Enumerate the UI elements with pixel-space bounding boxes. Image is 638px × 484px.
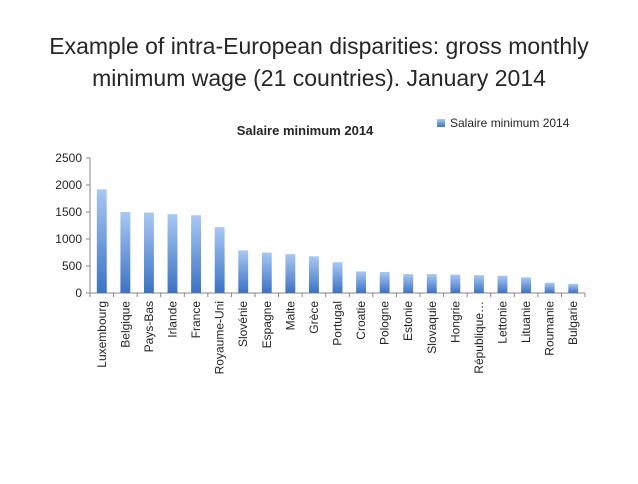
y-tick-label: 2000 <box>55 178 82 192</box>
legend-swatch <box>437 119 445 127</box>
bar <box>285 254 296 293</box>
x-tick-label: Roumanie <box>543 301 557 356</box>
x-tick-label: Portugal <box>331 301 345 346</box>
bar <box>332 262 343 293</box>
x-tick-label: Slovaquie <box>425 301 439 354</box>
x-tick-label: Royaume-Uni <box>213 301 227 374</box>
x-tick-labels: Luxembourg Belgique Pays-Bas Irlande France R… <box>95 301 580 375</box>
x-tick-label: Croatie <box>354 301 368 340</box>
chart-title: Salaire minimum 2014 <box>237 123 374 138</box>
chart-bars <box>96 189 579 293</box>
bar <box>379 271 390 293</box>
legend: Salaire minimum 2014 <box>437 116 570 130</box>
bar <box>261 252 272 293</box>
x-tick-label: Grèce <box>307 301 321 334</box>
bar <box>356 271 367 293</box>
y-tick-label: 0 <box>75 286 82 300</box>
x-tick-label: Irlande <box>166 301 180 338</box>
x-tick-label: Belgique <box>118 301 132 348</box>
legend-label: Salaire minimum 2014 <box>450 116 570 130</box>
x-tick-label: France <box>189 301 203 339</box>
chart-axes: 0 500 1000 1500 2000 2500 <box>55 151 586 300</box>
x-tick-label: Pays-Bas <box>142 301 156 352</box>
bar <box>450 274 461 293</box>
bar <box>120 212 131 293</box>
x-tick-label: Estonie <box>401 301 415 341</box>
y-tick-label: 1000 <box>55 232 82 246</box>
x-tick-label: Bulgarie <box>566 301 580 345</box>
y-tick-label: 1500 <box>55 205 82 219</box>
y-tick-label: 2500 <box>55 151 82 165</box>
bar <box>473 275 484 293</box>
slide-title: Example of intra-European disparities: g… <box>49 33 589 91</box>
bar <box>214 227 225 293</box>
x-tick-label: Malte <box>283 301 297 331</box>
bar <box>426 274 437 293</box>
bar <box>96 189 107 293</box>
bar <box>403 274 414 293</box>
x-tick-label: Luxembourg <box>95 301 109 368</box>
x-tick-label: République… <box>472 301 486 374</box>
bar <box>497 275 508 293</box>
x-tick-label: Lituanie <box>519 301 533 343</box>
x-tick-label: Slovénie <box>236 301 250 347</box>
bar <box>143 212 154 293</box>
bar <box>238 250 249 293</box>
bar <box>191 215 202 293</box>
bar <box>521 277 532 293</box>
bar <box>167 214 178 293</box>
x-tick-label: Lettonie <box>496 301 510 344</box>
y-tick-label: 500 <box>62 259 82 273</box>
bar <box>308 256 319 293</box>
bar <box>568 283 579 293</box>
x-tick-label: Hongrie <box>448 301 462 343</box>
bar <box>544 282 555 293</box>
x-tick-label: Espagne <box>260 301 274 349</box>
x-tick-label: Pologne <box>378 301 392 345</box>
